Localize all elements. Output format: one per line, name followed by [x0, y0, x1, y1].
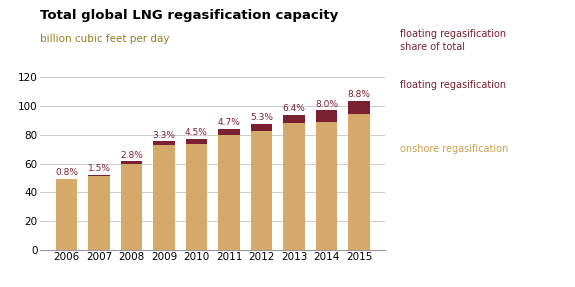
Bar — [283, 123, 305, 250]
Bar — [56, 179, 77, 250]
Bar — [121, 161, 142, 164]
Text: floating regasification
share of total: floating regasification share of total — [400, 29, 506, 52]
Bar — [218, 129, 240, 135]
Text: Total global LNG regasification capacity: Total global LNG regasification capacity — [40, 9, 339, 22]
Text: 1.5%: 1.5% — [87, 164, 110, 173]
Bar — [251, 131, 272, 250]
Bar — [186, 139, 207, 144]
Bar — [348, 114, 370, 250]
Bar — [218, 135, 240, 250]
Bar — [154, 141, 175, 145]
Bar — [251, 124, 272, 131]
Text: 2.8%: 2.8% — [120, 151, 143, 160]
Text: 6.4%: 6.4% — [282, 104, 305, 113]
Bar — [316, 122, 337, 250]
Bar — [154, 145, 175, 250]
Bar — [283, 115, 305, 123]
Bar — [348, 101, 370, 114]
Text: 5.3%: 5.3% — [250, 113, 273, 123]
Text: 4.7%: 4.7% — [217, 119, 240, 127]
Text: 8.0%: 8.0% — [315, 100, 338, 109]
Bar — [89, 175, 110, 176]
Text: 8.8%: 8.8% — [347, 90, 370, 100]
Bar — [121, 164, 142, 250]
Text: floating regasification: floating regasification — [400, 80, 506, 90]
Text: billion cubic feet per day: billion cubic feet per day — [40, 34, 170, 44]
Bar — [89, 176, 110, 250]
Bar — [316, 110, 337, 122]
Text: onshore regasification: onshore regasification — [400, 144, 508, 154]
Text: 4.5%: 4.5% — [185, 129, 208, 137]
Text: 3.3%: 3.3% — [152, 131, 175, 139]
Bar — [186, 144, 207, 250]
Text: 0.8%: 0.8% — [55, 168, 78, 177]
